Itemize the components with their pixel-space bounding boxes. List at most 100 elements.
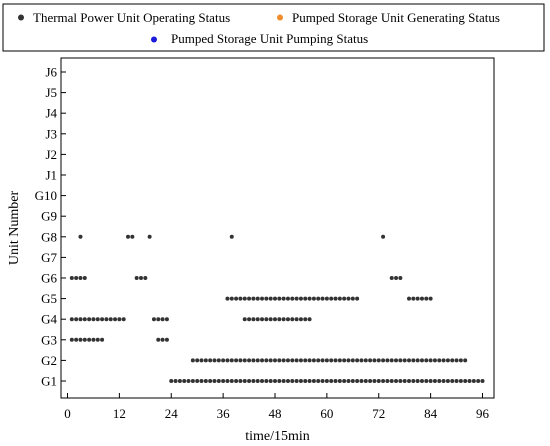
data-point	[445, 379, 450, 383]
data-point	[126, 234, 131, 239]
data-point	[251, 358, 256, 363]
data-point	[450, 358, 455, 363]
data-point	[320, 379, 325, 383]
data-point	[411, 358, 416, 363]
y-tick-label: J6	[45, 65, 57, 80]
data-point	[437, 379, 442, 383]
y-tick-label: G7	[41, 250, 57, 265]
data-point	[376, 379, 381, 383]
data-point	[82, 276, 87, 280]
x-axis: 0 12 24 36 48 60 72 84 96	[64, 393, 490, 421]
data-point	[432, 379, 437, 383]
data-point	[255, 296, 260, 301]
data-point	[203, 358, 208, 363]
data-point	[437, 358, 442, 363]
data-point	[195, 379, 200, 383]
data-point	[324, 358, 329, 363]
data-point	[177, 379, 182, 383]
data-point	[130, 234, 135, 239]
data-point	[273, 379, 277, 383]
data-point	[182, 379, 187, 383]
x-tick-label: 60	[320, 406, 333, 421]
data-point	[156, 337, 161, 342]
data-point	[277, 358, 282, 363]
data-point	[264, 317, 269, 322]
data-point	[303, 317, 308, 322]
data-point	[389, 358, 394, 363]
data-point	[337, 358, 342, 363]
data-point	[316, 358, 321, 363]
data-point	[160, 337, 165, 342]
data-point	[234, 379, 239, 383]
data-point	[156, 317, 161, 322]
data-point	[121, 317, 126, 322]
data-point	[303, 379, 308, 383]
data-point	[415, 379, 420, 383]
data-point	[402, 379, 407, 383]
data-point	[398, 379, 403, 383]
data-point	[117, 317, 122, 322]
data-point	[229, 379, 234, 383]
x-tick-label: 12	[113, 406, 126, 421]
data-point	[402, 358, 407, 363]
data-point	[95, 337, 100, 342]
data-point	[169, 379, 174, 383]
data-point	[251, 317, 256, 322]
data-point	[311, 379, 316, 383]
data-point	[285, 358, 290, 363]
data-point	[74, 317, 79, 322]
data-point	[307, 379, 312, 383]
data-point	[87, 337, 92, 342]
data-point	[273, 296, 277, 301]
data-point	[164, 317, 169, 322]
data-point	[359, 379, 364, 383]
data-point	[424, 358, 429, 363]
y-tick-label: J4	[45, 106, 57, 121]
data-point	[281, 379, 286, 383]
data-point	[363, 379, 368, 383]
data-point	[134, 276, 139, 280]
data-point	[311, 296, 316, 301]
data-point	[221, 358, 226, 363]
data-point	[78, 234, 83, 239]
data-point	[476, 379, 481, 383]
data-point	[320, 358, 325, 363]
data-point	[290, 317, 295, 322]
data-point	[368, 379, 373, 383]
data-point	[346, 296, 351, 301]
data-point	[104, 317, 109, 322]
data-point	[316, 296, 321, 301]
data-point	[337, 379, 342, 383]
data-point	[108, 317, 113, 322]
data-point	[346, 379, 351, 383]
data-point	[281, 358, 286, 363]
data-point	[385, 379, 390, 383]
data-point	[298, 358, 303, 363]
data-point	[242, 379, 247, 383]
data-point	[203, 379, 208, 383]
data-point	[342, 379, 347, 383]
data-point	[329, 296, 334, 301]
data-point	[372, 379, 377, 383]
legend-marker-generating	[277, 14, 283, 21]
data-point	[316, 379, 321, 383]
data-point	[238, 358, 243, 363]
data-point	[285, 296, 290, 301]
data-point	[394, 276, 399, 280]
data-point	[238, 379, 243, 383]
data-point	[298, 317, 303, 322]
data-point	[260, 379, 265, 383]
data-point	[311, 358, 316, 363]
data-point	[458, 358, 463, 363]
plot-area	[60, 57, 495, 399]
data-point	[350, 296, 355, 301]
data-point	[441, 358, 446, 363]
data-point	[208, 379, 213, 383]
data-point	[381, 234, 386, 239]
data-point	[212, 379, 217, 383]
data-point	[376, 358, 381, 363]
data-point	[350, 379, 355, 383]
data-point	[100, 337, 105, 342]
data-point	[298, 296, 303, 301]
y-tick-label: G10	[35, 188, 57, 203]
